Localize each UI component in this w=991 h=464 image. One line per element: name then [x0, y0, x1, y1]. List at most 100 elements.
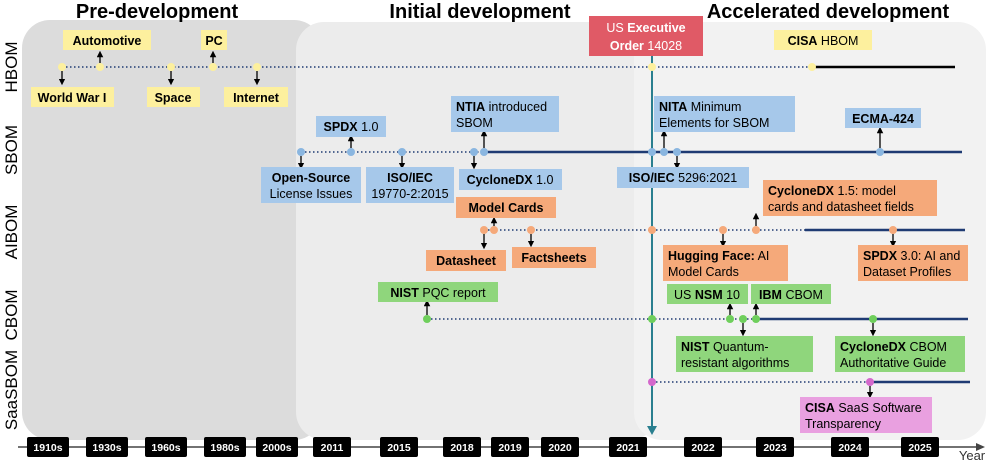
svg-text:PC: PC [205, 34, 222, 48]
label-open-source: Open-Source License Issues [261, 167, 361, 203]
svg-text:Datasheet: Datasheet [436, 254, 497, 268]
tick-1930s: 1930s [86, 437, 128, 457]
sbom-dot-open-source [297, 148, 305, 156]
sbom-dot-2021 [648, 148, 656, 156]
svg-text:Internet: Internet [233, 91, 280, 105]
label-cyclonedx15: CycloneDX 1.5: model cards and datasheet… [763, 180, 937, 216]
svg-text:1960s: 1960s [151, 442, 180, 454]
svg-text:NIST PQC report: NIST PQC report [390, 286, 486, 300]
row-label-aibom: AIBOM [2, 205, 21, 260]
hbom-dot-pc [209, 63, 217, 71]
tick-2000s: 2000s [256, 437, 298, 457]
tick-2024: 2024 [831, 437, 869, 457]
svg-text:SPDX 1.0: SPDX 1.0 [324, 120, 379, 134]
svg-text:2023: 2023 [763, 442, 787, 454]
svg-text:Hugging Face: AI: Hugging Face: AI [668, 249, 769, 263]
label-nita: NITA Minimum Elements for SBOM [654, 96, 795, 132]
label-ntia: NTIA introduced SBOM [451, 96, 559, 132]
phase-panel-initial [296, 22, 658, 440]
tick-1910s: 1910s [27, 437, 69, 457]
svg-text:SBOM: SBOM [456, 116, 493, 130]
svg-text:CISA SaaS Software: CISA SaaS Software [805, 401, 922, 415]
svg-text:2015: 2015 [387, 442, 411, 454]
aibom-dot-spdx3 [889, 226, 897, 234]
tick-2011: 2011 [313, 437, 351, 457]
svg-text:2011: 2011 [321, 442, 344, 454]
cbom-dot-2021 [648, 315, 656, 323]
svg-text:CycloneDX 1.5: model: CycloneDX 1.5: model [768, 184, 896, 198]
row-label-hbom: HBOM [2, 42, 21, 93]
sbom-dot-ecma [876, 148, 884, 156]
row-label-cbom: CBOM [2, 290, 21, 341]
label-nsm: US NSM 10 [667, 284, 748, 304]
svg-text:Model Cards: Model Cards [668, 265, 739, 279]
hbom-dot-2021 [648, 63, 656, 71]
label-spdx3: SPDX 3.0: AI and Dataset Profiles [858, 245, 968, 281]
executive-order-arrowhead [647, 426, 657, 435]
hbom-dot-1910s [58, 63, 66, 71]
svg-text:2024: 2024 [838, 442, 862, 454]
label-space: Space [147, 87, 200, 107]
svg-text:2022: 2022 [691, 442, 715, 454]
tick-2018: 2018 [443, 437, 481, 457]
svg-text:Space: Space [155, 91, 192, 105]
label-ibm: IBM CBOM [751, 284, 831, 304]
svg-text:NITA Minimum: NITA Minimum [659, 100, 741, 114]
tick-2021: 2021 [609, 437, 647, 457]
label-iso2: ISO/IEC 5296:2021 [617, 167, 749, 188]
svg-text:ISO/IEC: ISO/IEC [387, 171, 433, 185]
svg-text:ISO/IEC 5296:2021: ISO/IEC 5296:2021 [629, 171, 737, 185]
svg-text:SPDX 3.0: AI and: SPDX 3.0: AI and [863, 249, 960, 263]
row-label-saasbom: SaaSBOM [2, 350, 21, 430]
cbom-dot-nsm [726, 315, 734, 323]
phase-title-initial: Initial development [389, 1, 570, 23]
svg-text:2021: 2021 [616, 442, 640, 454]
tick-2019: 2019 [491, 437, 529, 457]
label-cyclonedx: CycloneDX 1.0 [459, 169, 562, 190]
aibom-dot-2021 [648, 226, 656, 234]
label-automotive: Automotive [63, 30, 151, 50]
label-cisa-saas: CISA SaaS Software Transparency [800, 397, 932, 433]
svg-text:US NSM 10: US NSM 10 [674, 288, 740, 302]
svg-text:2000s: 2000s [262, 442, 291, 454]
tick-1980s: 1980s [204, 437, 246, 457]
svg-text:ECMA-424: ECMA-424 [852, 112, 914, 126]
label-world-war: World War I [31, 87, 114, 107]
label-executive-order: US Executive Order 14028 [589, 16, 703, 56]
sbom-dot-cyclonedx [470, 148, 478, 156]
hbom-dot-cisa [808, 63, 816, 71]
svg-text:Elements for SBOM: Elements for SBOM [659, 116, 769, 130]
svg-text:IBM CBOM: IBM CBOM [759, 288, 823, 302]
hbom-dot-space [167, 63, 175, 71]
label-nist-quantum: NIST Quantum- resistant algorithms [676, 336, 813, 372]
label-datasheet: Datasheet [426, 250, 506, 271]
label-spdx: SPDX 1.0 [316, 116, 386, 137]
tick-2020: 2020 [541, 437, 579, 457]
svg-text:CycloneDX CBOM: CycloneDX CBOM [840, 340, 947, 354]
svg-text:Factsheets: Factsheets [521, 251, 586, 265]
label-ecma: ECMA-424 [845, 108, 921, 128]
svg-text:NIST Quantum-: NIST Quantum- [681, 340, 769, 354]
aibom-dot-datasheet [480, 226, 488, 234]
svg-text:World War I: World War I [38, 91, 107, 105]
label-model-cards: Model Cards [456, 197, 556, 218]
svg-text:US Executive: US Executive [606, 21, 685, 35]
sbom-dot-nita [660, 148, 668, 156]
svg-text:2018: 2018 [450, 442, 474, 454]
label-cyclonedx-cbom: CycloneDX CBOM Authoritative Guide [835, 336, 965, 372]
svg-text:1910s: 1910s [33, 442, 62, 454]
label-iso1: ISO/IEC 19770-2:2015 [366, 167, 454, 203]
sbom-dot-iso2 [673, 148, 681, 156]
cbom-dot-nist-pqc [423, 315, 431, 323]
svg-text:2019: 2019 [498, 442, 522, 454]
label-pc: PC [201, 30, 227, 50]
aibom-dot-model-cards [490, 226, 498, 234]
svg-text:CycloneDX 1.0: CycloneDX 1.0 [467, 173, 554, 187]
svg-text:Model Cards: Model Cards [468, 201, 543, 215]
svg-text:Open-Source: Open-Source [272, 171, 351, 185]
svg-text:License Issues: License Issues [270, 187, 353, 201]
sbom-dot-iso1 [398, 148, 406, 156]
label-factsheets: Factsheets [512, 247, 596, 268]
svg-text:Authoritative Guide: Authoritative Guide [840, 356, 946, 370]
